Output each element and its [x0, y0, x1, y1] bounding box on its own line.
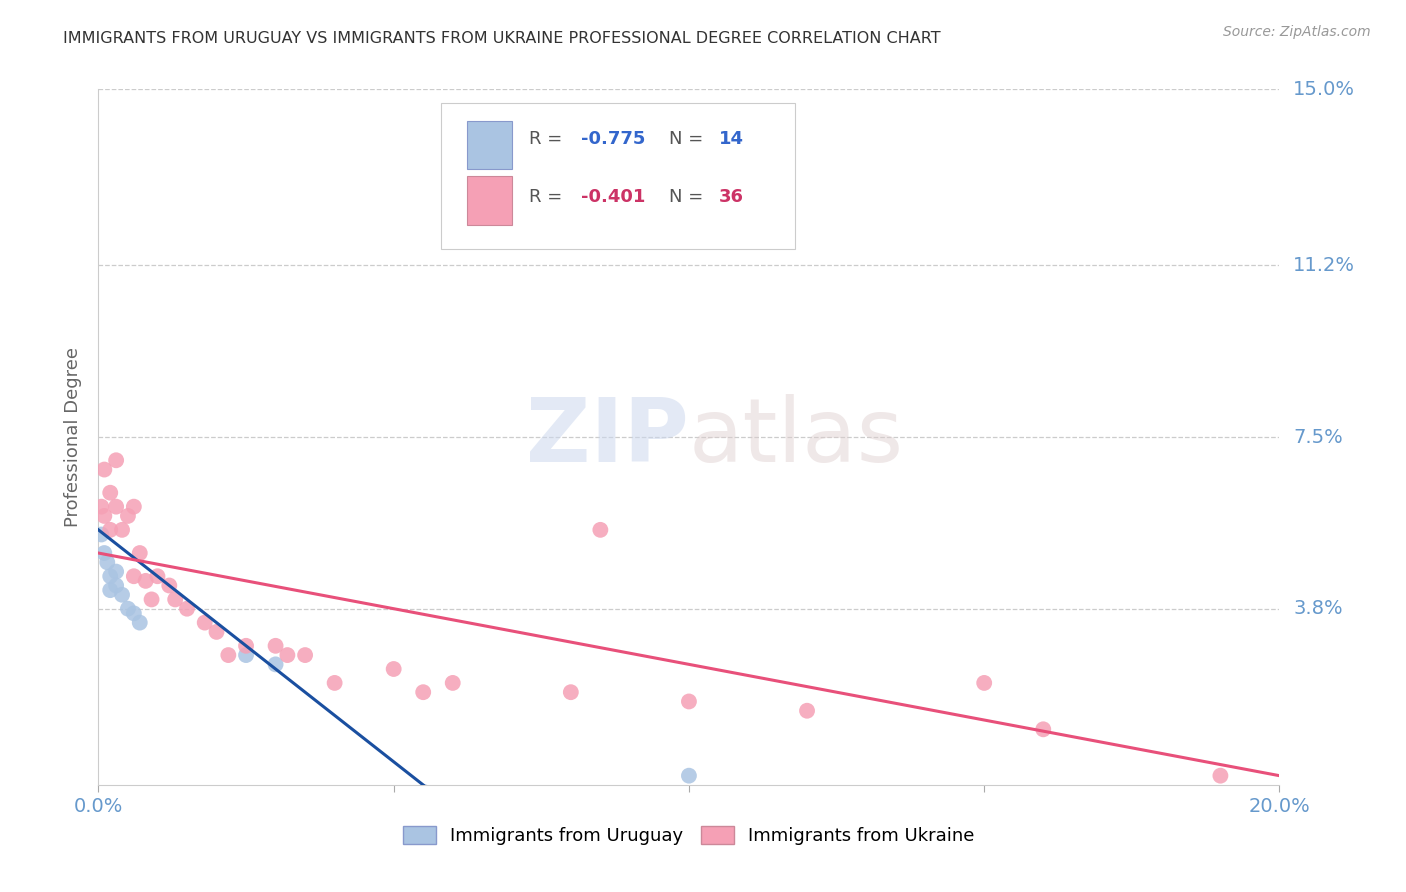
Text: 7.5%: 7.5%	[1294, 427, 1343, 447]
Point	[157, 578, 180, 592]
Point	[1032, 723, 1054, 737]
Point	[165, 592, 187, 607]
Point	[560, 685, 582, 699]
Point	[194, 615, 217, 630]
Point	[90, 527, 112, 541]
Point	[90, 500, 112, 514]
Point	[93, 546, 115, 560]
Text: 3.8%: 3.8%	[1294, 599, 1343, 618]
Point	[217, 648, 239, 662]
Text: 14: 14	[718, 130, 744, 148]
Point	[111, 588, 134, 602]
Text: R =: R =	[530, 188, 568, 206]
Point	[796, 704, 818, 718]
FancyBboxPatch shape	[441, 103, 796, 249]
Point	[93, 508, 115, 523]
Text: 11.2%: 11.2%	[1294, 256, 1355, 275]
Text: Source: ZipAtlas.com: Source: ZipAtlas.com	[1223, 25, 1371, 39]
Text: R =: R =	[530, 130, 568, 148]
Text: 15.0%: 15.0%	[1294, 79, 1355, 99]
Text: atlas: atlas	[689, 393, 904, 481]
Text: ZIP: ZIP	[526, 393, 689, 481]
Point	[235, 648, 257, 662]
Point	[117, 601, 139, 615]
Point	[235, 639, 257, 653]
Point	[111, 523, 134, 537]
Point	[98, 583, 121, 598]
Point	[135, 574, 157, 588]
Y-axis label: Professional Degree: Professional Degree	[63, 347, 82, 527]
Point	[1209, 769, 1232, 783]
Point	[176, 601, 198, 615]
Point	[294, 648, 316, 662]
Point	[323, 676, 346, 690]
Point	[117, 508, 139, 523]
Point	[128, 546, 150, 560]
Point	[93, 462, 115, 476]
Point	[678, 769, 700, 783]
Point	[146, 569, 169, 583]
Point	[205, 624, 228, 639]
Point	[105, 565, 128, 579]
Point	[98, 485, 121, 500]
Text: N =: N =	[669, 130, 709, 148]
Text: 36: 36	[718, 188, 744, 206]
Point	[973, 676, 995, 690]
Point	[98, 569, 121, 583]
Point	[589, 523, 612, 537]
Bar	[467, 120, 512, 169]
Point	[122, 569, 145, 583]
Point	[105, 453, 128, 467]
Point	[276, 648, 298, 662]
Point	[441, 676, 464, 690]
Point	[122, 500, 145, 514]
Text: N =: N =	[669, 188, 709, 206]
Text: -0.401: -0.401	[582, 188, 645, 206]
Point	[128, 615, 150, 630]
Point	[98, 523, 121, 537]
Point	[264, 639, 287, 653]
Point	[122, 607, 145, 621]
Point	[264, 657, 287, 672]
Point	[96, 555, 118, 569]
Bar	[467, 177, 512, 225]
Point	[382, 662, 405, 676]
Point	[105, 578, 128, 592]
Point	[412, 685, 434, 699]
Point	[678, 694, 700, 708]
Legend: Immigrants from Uruguay, Immigrants from Ukraine: Immigrants from Uruguay, Immigrants from…	[396, 819, 981, 853]
Text: IMMIGRANTS FROM URUGUAY VS IMMIGRANTS FROM UKRAINE PROFESSIONAL DEGREE CORRELATI: IMMIGRANTS FROM URUGUAY VS IMMIGRANTS FR…	[63, 31, 941, 46]
Point	[105, 500, 128, 514]
Text: -0.775: -0.775	[582, 130, 645, 148]
Point	[141, 592, 163, 607]
